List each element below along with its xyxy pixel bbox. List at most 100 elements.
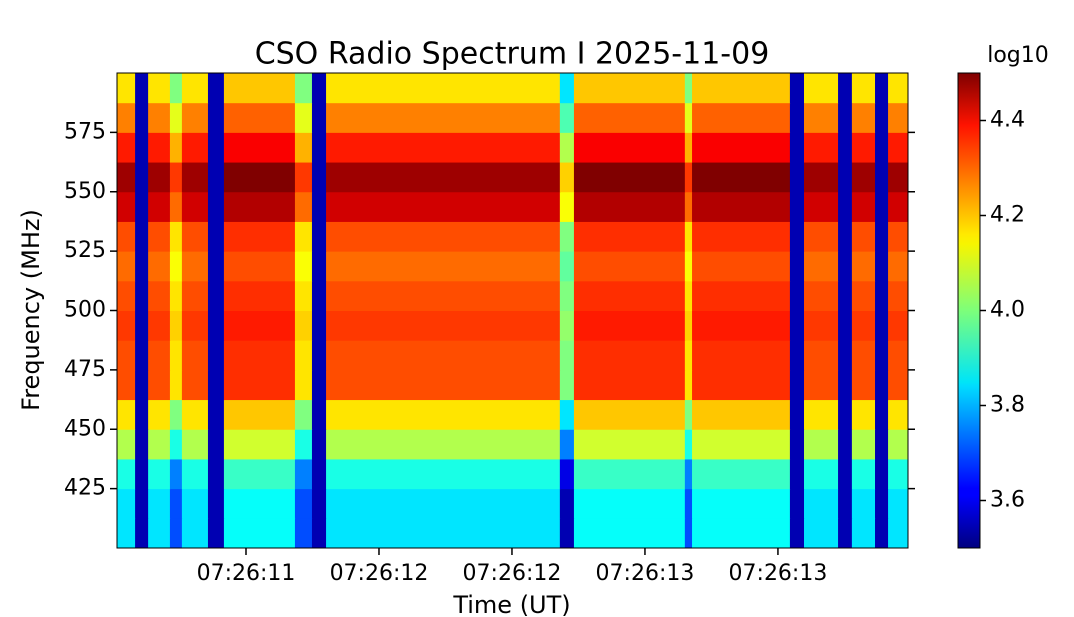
heatmap-cell xyxy=(223,280,296,311)
heatmap-cell xyxy=(559,132,575,163)
heatmap-cell xyxy=(117,458,136,490)
colorbar-tick-label: 3.6 xyxy=(990,488,1025,513)
heatmap-cell xyxy=(148,191,171,222)
heatmap-cell xyxy=(684,340,693,371)
heatmap-cell xyxy=(851,458,876,490)
colorbar-label: log10 xyxy=(987,43,1049,68)
heatmap-cell xyxy=(573,399,686,430)
heatmap-cell xyxy=(135,162,149,193)
heatmap-cell xyxy=(207,429,225,460)
heatmap-cell xyxy=(181,458,209,490)
heatmap-cell xyxy=(135,132,149,163)
heatmap-cell xyxy=(875,488,889,519)
heatmap-cell xyxy=(326,73,561,104)
heatmap-cell xyxy=(326,399,561,430)
heatmap-cell xyxy=(148,310,171,341)
heatmap-cell xyxy=(181,73,209,104)
heatmap-cell xyxy=(851,251,876,282)
heatmap-cell xyxy=(326,369,561,401)
heatmap-cell xyxy=(148,429,171,460)
heatmap-cell xyxy=(207,132,225,163)
heatmap-cell xyxy=(117,102,136,133)
heatmap-cell xyxy=(888,251,909,282)
heatmap-cell xyxy=(692,518,791,549)
heatmap-cell xyxy=(851,429,876,460)
heatmap-cell xyxy=(692,488,791,519)
heatmap-cell xyxy=(559,310,575,341)
heatmap-cell xyxy=(888,280,909,311)
heatmap-cell xyxy=(804,191,839,222)
heatmap-cell xyxy=(851,221,876,252)
heatmap-cell xyxy=(294,488,313,519)
heatmap-cell xyxy=(148,251,171,282)
heatmap-cell xyxy=(326,162,561,193)
heatmap-cell xyxy=(692,251,791,282)
heatmap-cell xyxy=(888,191,909,222)
heatmap-cell xyxy=(294,310,313,341)
heatmap-cell xyxy=(148,518,171,549)
heatmap-cell xyxy=(804,251,839,282)
heatmap-cell xyxy=(789,458,805,490)
heatmap-cell xyxy=(559,458,575,490)
heatmap-cell xyxy=(135,221,149,252)
heatmap-cell xyxy=(838,488,853,519)
heatmap-cell xyxy=(207,340,225,371)
heatmap-cell xyxy=(181,191,209,222)
heatmap-cell xyxy=(181,399,209,430)
heatmap-cell xyxy=(294,458,313,490)
heatmap-cell xyxy=(789,429,805,460)
y-tick-label: 450 xyxy=(64,416,106,441)
heatmap-cell xyxy=(804,132,839,163)
heatmap-cell xyxy=(684,310,693,341)
heatmap-cell xyxy=(207,488,225,519)
heatmap-cell xyxy=(888,310,909,341)
heatmap-cell xyxy=(181,369,209,401)
heatmap-cell xyxy=(888,221,909,252)
heatmap-cell xyxy=(789,340,805,371)
heatmap-cell xyxy=(875,191,889,222)
heatmap-cell xyxy=(573,73,686,104)
heatmap-cell xyxy=(804,399,839,430)
heatmap-cell xyxy=(311,132,327,163)
colorbar xyxy=(957,72,981,549)
heatmap-cell xyxy=(838,132,853,163)
heatmap-cell xyxy=(804,458,839,490)
heatmap-cell xyxy=(326,221,561,252)
heatmap-cell xyxy=(692,458,791,490)
heatmap-cell xyxy=(888,429,909,460)
heatmap-cell xyxy=(181,518,209,549)
heatmap-cell xyxy=(311,429,327,460)
heatmap-cell xyxy=(207,310,225,341)
heatmap-cell xyxy=(117,73,136,104)
heatmap-cell xyxy=(117,369,136,401)
heatmap-cell xyxy=(117,340,136,371)
heatmap-cell xyxy=(326,488,561,519)
heatmap-cell xyxy=(135,399,149,430)
heatmap-cell xyxy=(851,162,876,193)
heatmap-cell xyxy=(117,310,136,341)
heatmap-cell xyxy=(311,399,327,430)
x-axis-label: Time (UT) xyxy=(452,591,570,617)
heatmap-cell xyxy=(838,340,853,371)
heatmap-cell xyxy=(559,429,575,460)
heatmap-cell xyxy=(789,221,805,252)
x-tick-label: 07:26:13 xyxy=(729,561,828,586)
heatmap-cell xyxy=(838,73,853,104)
heatmap-cell xyxy=(326,310,561,341)
heatmap-cell xyxy=(875,369,889,401)
heatmap-cell xyxy=(573,458,686,490)
heatmap-cell xyxy=(789,102,805,133)
heatmap-cell xyxy=(181,221,209,252)
heatmap-cell xyxy=(148,280,171,311)
colorbar-tick-label: 4.2 xyxy=(990,203,1025,228)
heatmap-cell xyxy=(311,310,327,341)
heatmap-cell xyxy=(804,102,839,133)
heatmap-cell xyxy=(294,162,313,193)
heatmap-cell xyxy=(692,429,791,460)
heatmap-cell xyxy=(207,221,225,252)
heatmap-cell xyxy=(169,251,183,282)
heatmap-cell xyxy=(559,73,575,104)
heatmap-cell xyxy=(838,458,853,490)
heatmap-cell xyxy=(148,221,171,252)
heatmap-cell xyxy=(684,221,693,252)
